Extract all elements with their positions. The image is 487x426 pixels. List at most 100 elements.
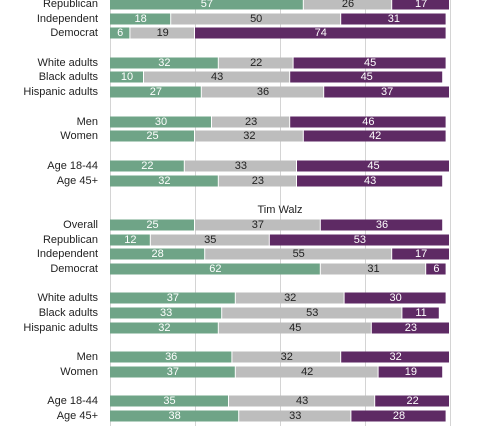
data-label: 28 (393, 410, 405, 422)
data-label: 43 (211, 71, 223, 83)
data-label: 27 (150, 86, 162, 98)
data-label: 32 (281, 351, 293, 363)
bar-segment (110, 0, 303, 10)
bar-segment (303, 0, 392, 10)
data-label: 32 (284, 292, 296, 304)
bar-segment (110, 234, 150, 246)
data-label: 43 (296, 395, 308, 407)
data-label: 57 (201, 0, 213, 10)
bar-segment (426, 263, 446, 275)
data-label: 30 (389, 292, 401, 304)
bar-segment (110, 263, 320, 275)
bar-segment (110, 366, 235, 378)
data-label: 12 (124, 234, 136, 246)
category-label: Women (60, 130, 98, 142)
category-label: Independent (37, 13, 98, 25)
data-label: 28 (151, 248, 163, 260)
bar-segment (110, 13, 171, 25)
bar-segment (110, 86, 201, 98)
bar-segment (235, 292, 344, 304)
data-label: 38 (168, 410, 180, 422)
data-label: 45 (289, 322, 301, 334)
data-label: 43 (364, 175, 376, 187)
data-label: 23 (245, 116, 257, 128)
bar-segment (378, 366, 443, 378)
bar-segment (110, 292, 235, 304)
bar-segment (110, 130, 194, 142)
data-label: 37 (167, 366, 179, 378)
bar-segment (232, 351, 341, 363)
category-label: Republican (43, 234, 98, 246)
bar-segment (110, 410, 239, 422)
data-label: 31 (388, 13, 400, 25)
data-label: 32 (158, 57, 170, 69)
bar-segment (110, 27, 130, 39)
data-label: 22 (141, 160, 153, 172)
bar-segment (293, 57, 446, 69)
data-label: 17 (415, 248, 427, 260)
bar-segment (320, 263, 426, 275)
category-label: Age 18-44 (47, 395, 98, 407)
category-label: Women (60, 366, 98, 378)
data-label: 22 (250, 57, 262, 69)
bar-segment (218, 57, 293, 69)
bar-segment (375, 395, 449, 407)
category-label: Democrat (50, 263, 98, 275)
data-label: 6 (433, 263, 439, 275)
category-label: White adults (37, 57, 98, 69)
panel-title: Tim Walz (257, 204, 302, 216)
data-label: 33 (160, 307, 172, 319)
bar-segment (195, 130, 303, 142)
bar-segment (130, 27, 194, 39)
bar-segment (344, 292, 446, 304)
bar-segment (297, 160, 449, 172)
data-label: 36 (257, 86, 269, 98)
bar-segment (212, 116, 290, 128)
data-label: 32 (389, 351, 401, 363)
category-label: Men (77, 116, 98, 128)
bar-segment (392, 0, 449, 10)
data-label: 33 (289, 410, 301, 422)
category-label: Overall (63, 219, 98, 231)
data-label: 22 (406, 395, 418, 407)
data-label: 23 (405, 322, 417, 334)
data-label: 37 (252, 219, 264, 231)
data-label: 36 (376, 219, 388, 231)
bar-segment (110, 71, 143, 83)
bar-segment (110, 322, 218, 334)
bar-segment (110, 116, 211, 128)
category-label: Republican (43, 0, 98, 10)
bar-segment (110, 175, 218, 187)
bar-segment (205, 248, 392, 260)
bar-segment (110, 395, 228, 407)
data-label: 25 (146, 219, 158, 231)
bar-segment (195, 27, 446, 39)
bar-segment (341, 13, 446, 25)
bar-segment (324, 86, 449, 98)
category-label: Hispanic adults (23, 86, 98, 98)
category-label: White adults (37, 292, 98, 304)
data-label: 17 (415, 0, 427, 10)
bar-segment (341, 351, 449, 363)
data-label: 37 (167, 292, 179, 304)
data-label: 35 (163, 395, 175, 407)
category-label: Hispanic adults (23, 322, 98, 334)
category-label: Age 18-44 (47, 160, 98, 172)
bar-segment (239, 410, 351, 422)
bar-segment (297, 175, 443, 187)
bar-segment (320, 219, 443, 231)
data-label: 30 (155, 116, 167, 128)
bar-segment (110, 248, 205, 260)
bar-segment (235, 366, 378, 378)
data-label: 42 (369, 130, 381, 142)
data-label: 25 (146, 130, 158, 142)
category-label: Independent (37, 248, 98, 260)
bar-segment (195, 219, 320, 231)
bar-segment (269, 234, 449, 246)
category-label: Age 45+ (57, 410, 98, 422)
bar-segment (110, 57, 218, 69)
bar-segment (201, 86, 324, 98)
bar-segment (110, 307, 222, 319)
data-label: 18 (134, 13, 146, 25)
